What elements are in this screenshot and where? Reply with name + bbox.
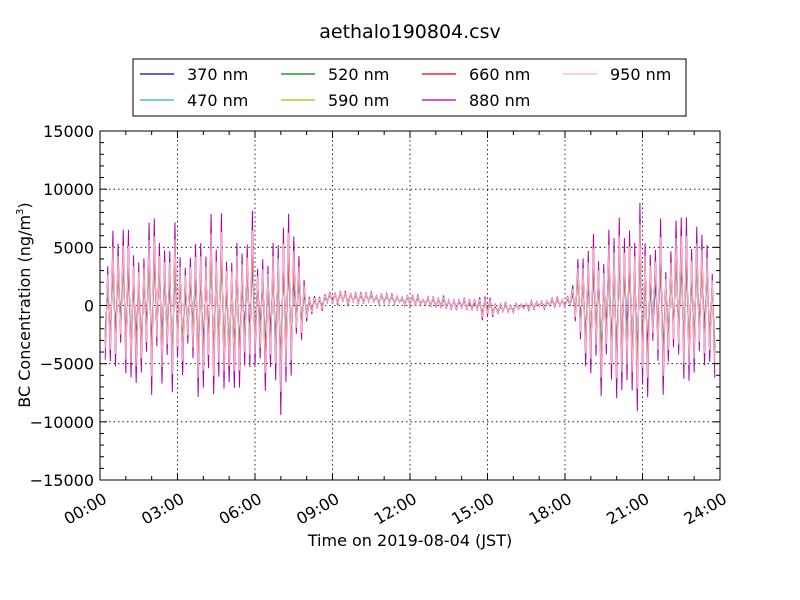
y-tick-label: 10000	[43, 180, 94, 199]
y-tick-label: 5000	[53, 238, 94, 257]
x-axis-label: Time on 2019-08-04 (JST)	[307, 531, 512, 550]
y-axis-label-main: BC Concentration (ng/m	[15, 215, 34, 408]
legend: 370 nm 470 nm 520 nm 590 nm 660 nm 880 nm 950 …	[132, 58, 687, 117]
legend-label: 950 nm	[610, 65, 671, 84]
legend-box	[132, 58, 687, 117]
y-tick-label: −10000	[30, 413, 94, 432]
series-layer	[104, 202, 716, 416]
y-axis-label-end: )	[15, 202, 34, 208]
y-tick-label: −5000	[40, 355, 94, 374]
chart-title: aethalo190804.csv	[319, 21, 501, 43]
series-line-950-nm	[104, 224, 716, 392]
x-tick-label: 09:00	[293, 489, 342, 529]
legend-label: 660 nm	[469, 65, 530, 84]
x-tick-label: 15:00	[448, 489, 497, 529]
y-tick-label: −15000	[30, 471, 94, 490]
x-tick-label: 12:00	[371, 489, 420, 529]
legend-label: 370 nm	[187, 65, 248, 84]
legend-label: 590 nm	[328, 91, 389, 110]
y-axis-label: BC Concentration (ng/m3)	[15, 202, 34, 407]
legend-label: 880 nm	[469, 91, 530, 110]
y-tick-label: 0	[84, 297, 94, 316]
legend-label: 470 nm	[187, 91, 248, 110]
x-tick-label: 06:00	[216, 489, 265, 529]
x-tick-label: 03:00	[138, 489, 187, 529]
legend-label: 520 nm	[328, 65, 389, 84]
x-tick-label: 18:00	[526, 489, 575, 529]
y-axis-label-superscript: 3	[15, 209, 26, 215]
x-tick-label: 00:00	[61, 489, 110, 529]
x-tick-label: 24:00	[681, 489, 730, 529]
x-tick-label: 21:00	[603, 489, 652, 529]
y-tick-label: 15000	[43, 122, 94, 141]
